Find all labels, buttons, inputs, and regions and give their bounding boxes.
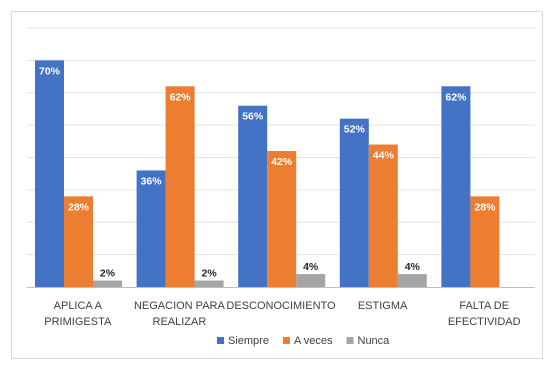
data-label: 4% — [405, 261, 421, 273]
bar-siempre — [35, 60, 64, 287]
data-label: 4% — [303, 261, 319, 273]
category-label: EFECTIVIDAD — [448, 316, 521, 328]
category-label: APLICA A — [54, 300, 103, 312]
legend: Siempre A veces Nunca — [217, 335, 390, 347]
category-label: PRIMIGESTA — [44, 316, 112, 328]
data-label: 70% — [39, 65, 61, 77]
data-label: 28% — [474, 201, 496, 213]
data-label: 36% — [141, 175, 163, 187]
bar-nunca — [296, 274, 326, 287]
legend-swatch — [217, 337, 224, 344]
data-label: 62% — [445, 91, 467, 103]
bar-siempre — [441, 86, 471, 288]
bar-nunca — [397, 274, 427, 287]
bar-siempre — [136, 170, 166, 287]
category-label: NEGACION PARA — [134, 300, 226, 312]
data-label: 28% — [68, 201, 90, 213]
bar-a-veces — [368, 144, 398, 287]
data-label: 42% — [271, 156, 293, 168]
category-label: ESTIGMA — [358, 300, 408, 312]
bar-chart: 70% 28% 2% 36% 62% 2% 56% 42% 4% 52% 44% 4% 62% 28% A… — [27, 27, 535, 347]
data-label: 44% — [373, 150, 395, 162]
category-labels: APLICA A PRIMIGESTA NEGACION PARA REALIZAR D… — [44, 300, 520, 328]
bar-a-veces — [267, 151, 297, 287]
bars — [35, 60, 500, 288]
legend-entry: Siempre — [228, 335, 269, 347]
bar-siempre — [339, 118, 369, 288]
data-label: 62% — [170, 91, 192, 103]
data-label: 52% — [344, 124, 366, 136]
category-label: FALTA DE — [459, 300, 509, 312]
bar-a-veces — [64, 196, 93, 287]
chart-container: 70% 28% 2% 36% 62% 2% 56% 42% 4% 52% 44% 4% 62% 28% A… — [12, 12, 542, 358]
category-label: DESCONOCIMIENTO — [226, 300, 336, 312]
data-label: 2% — [100, 268, 116, 280]
bar-nunca — [194, 280, 224, 287]
bar-a-veces — [470, 196, 500, 287]
data-label: 56% — [242, 111, 264, 123]
legend-swatch — [346, 337, 354, 344]
bar-nunca — [93, 280, 122, 287]
data-label: 2% — [202, 268, 218, 280]
legend-entry: Nunca — [358, 335, 391, 347]
category-label: REALIZAR — [153, 316, 207, 328]
legend-entry: A veces — [294, 335, 333, 347]
legend-swatch — [282, 337, 290, 344]
bar-a-veces — [165, 86, 195, 288]
bar-siempre — [238, 105, 268, 287]
data-labels: 70% 28% 2% 36% 62% 2% 56% 42% 4% 52% 44% 4% 62% 28% — [39, 65, 496, 279]
